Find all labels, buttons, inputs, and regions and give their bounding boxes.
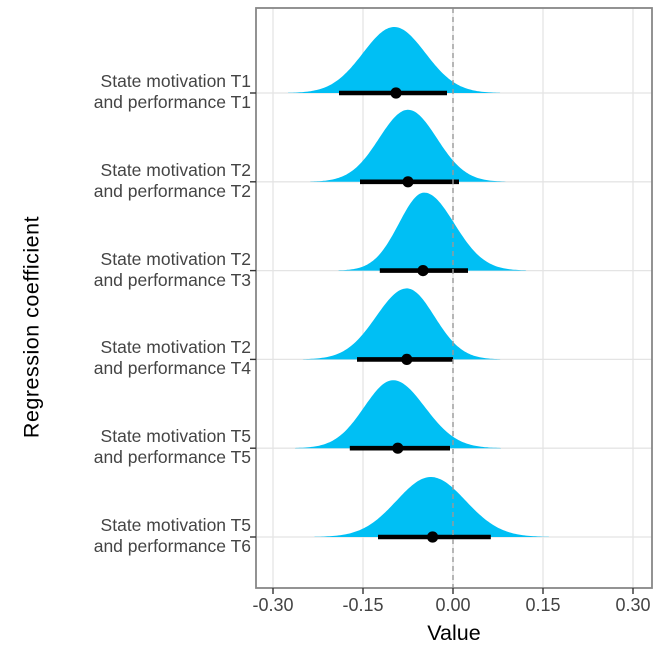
- x-tick-label: 0.15: [525, 595, 561, 615]
- point-estimate-dot: [390, 87, 402, 99]
- point-estimate-dot: [401, 353, 413, 365]
- posterior-density-slab: [314, 477, 550, 537]
- x-tick-label: 0.30: [615, 595, 651, 615]
- point-estimate-dot: [402, 176, 414, 188]
- posterior-density-slab: [338, 192, 527, 271]
- posterior-density-slab: [310, 109, 506, 182]
- x-tick-label: -0.30: [252, 595, 294, 615]
- point-estimate-dot: [427, 531, 439, 543]
- x-tick-label: -0.15: [342, 595, 384, 615]
- point-estimate-dot: [392, 442, 404, 454]
- posterior-density-slab: [295, 380, 502, 449]
- posterior-density-slab: [288, 27, 501, 93]
- x-tick-label: 0.00: [435, 595, 471, 615]
- panel-border: [255, 7, 653, 589]
- posterior-density-slab: [302, 288, 501, 360]
- point-estimate-dot: [417, 265, 429, 277]
- x-axis-title: Value: [427, 621, 481, 645]
- y-axis-title: Regression coefficient: [19, 215, 44, 439]
